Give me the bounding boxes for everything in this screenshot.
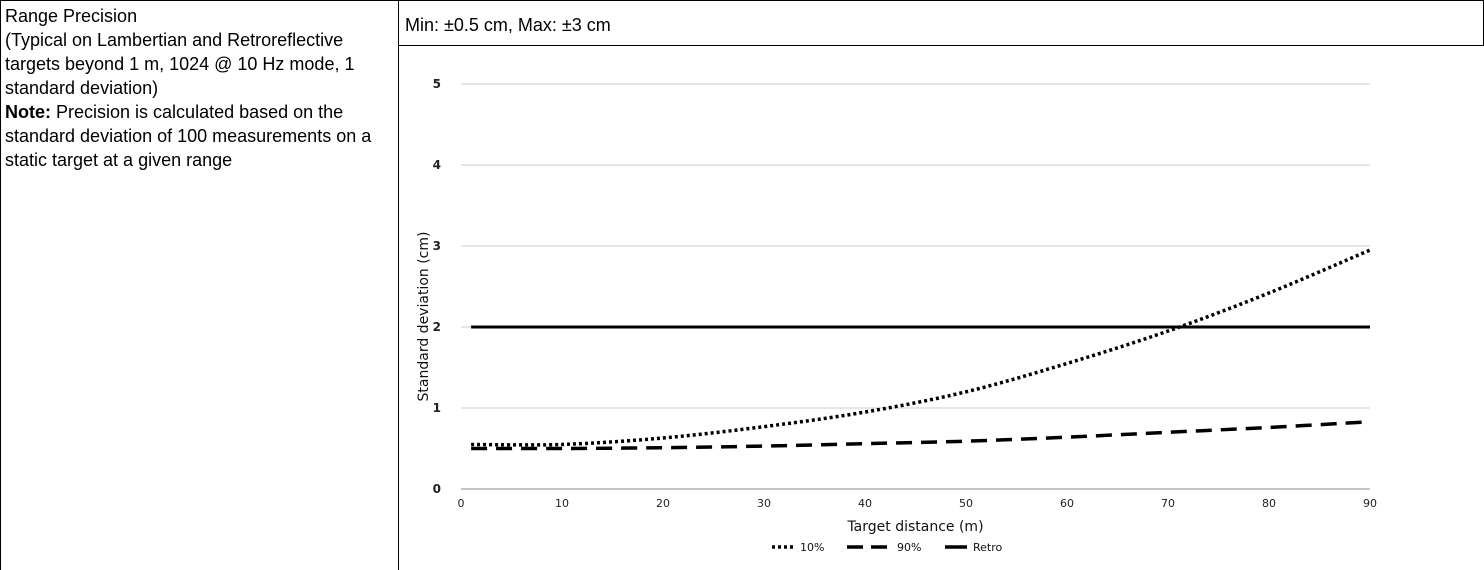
spec-label-title: Range Precision — [5, 6, 138, 26]
x-axis-label: Target distance (m) — [846, 519, 983, 535]
x-tick-label: 80 — [1262, 497, 1276, 510]
y-tick-label: 0 — [433, 482, 441, 496]
x-tick-label: 20 — [656, 497, 670, 510]
x-tick-label: 70 — [1161, 497, 1175, 510]
spec-label-description: (Typical on Lambertian and Retroreflecti… — [5, 30, 355, 98]
y-tick-label: 2 — [433, 320, 441, 334]
legend-label-90pct: 90% — [897, 541, 921, 554]
x-tick-label: 10 — [555, 497, 569, 510]
spec-value-cell: Min: ±0.5 cm, Max: ±3 cm — [399, 0, 1484, 46]
note-label: Note: — [5, 102, 51, 122]
x-tick-label: 90 — [1363, 497, 1377, 510]
y-tick-label: 1 — [433, 401, 441, 415]
spec-note: Note: Precision is calculated based on t… — [5, 100, 394, 172]
y-tick-label: 5 — [433, 77, 441, 91]
y-tick-label: 4 — [433, 158, 441, 172]
note-text: Precision is calculated based on the sta… — [5, 102, 372, 170]
legend-label-10pct: 10% — [800, 541, 824, 554]
spec-label-cell: Range Precision (Typical on Lambertian a… — [0, 0, 399, 570]
y-axis-label: Standard deviation (cm) — [416, 232, 432, 402]
x-tick-label: 40 — [858, 497, 872, 510]
precision-chart: 0 1 2 3 4 5 0 10 20 30 40 50 60 70 80 90 Target distance… — [400, 46, 1484, 570]
x-tick-label: 60 — [1060, 497, 1074, 510]
x-tick-label: 0 — [458, 497, 465, 510]
x-tick-label: 30 — [757, 497, 771, 510]
legend-label-retro: Retro — [973, 541, 1003, 554]
spec-value: Min: ±0.5 cm, Max: ±3 cm — [405, 15, 611, 35]
x-tick-label: 50 — [959, 497, 973, 510]
series-line-90pct — [471, 420, 1371, 451]
series-line-10pct — [471, 248, 1371, 447]
y-tick-label: 3 — [433, 239, 441, 253]
